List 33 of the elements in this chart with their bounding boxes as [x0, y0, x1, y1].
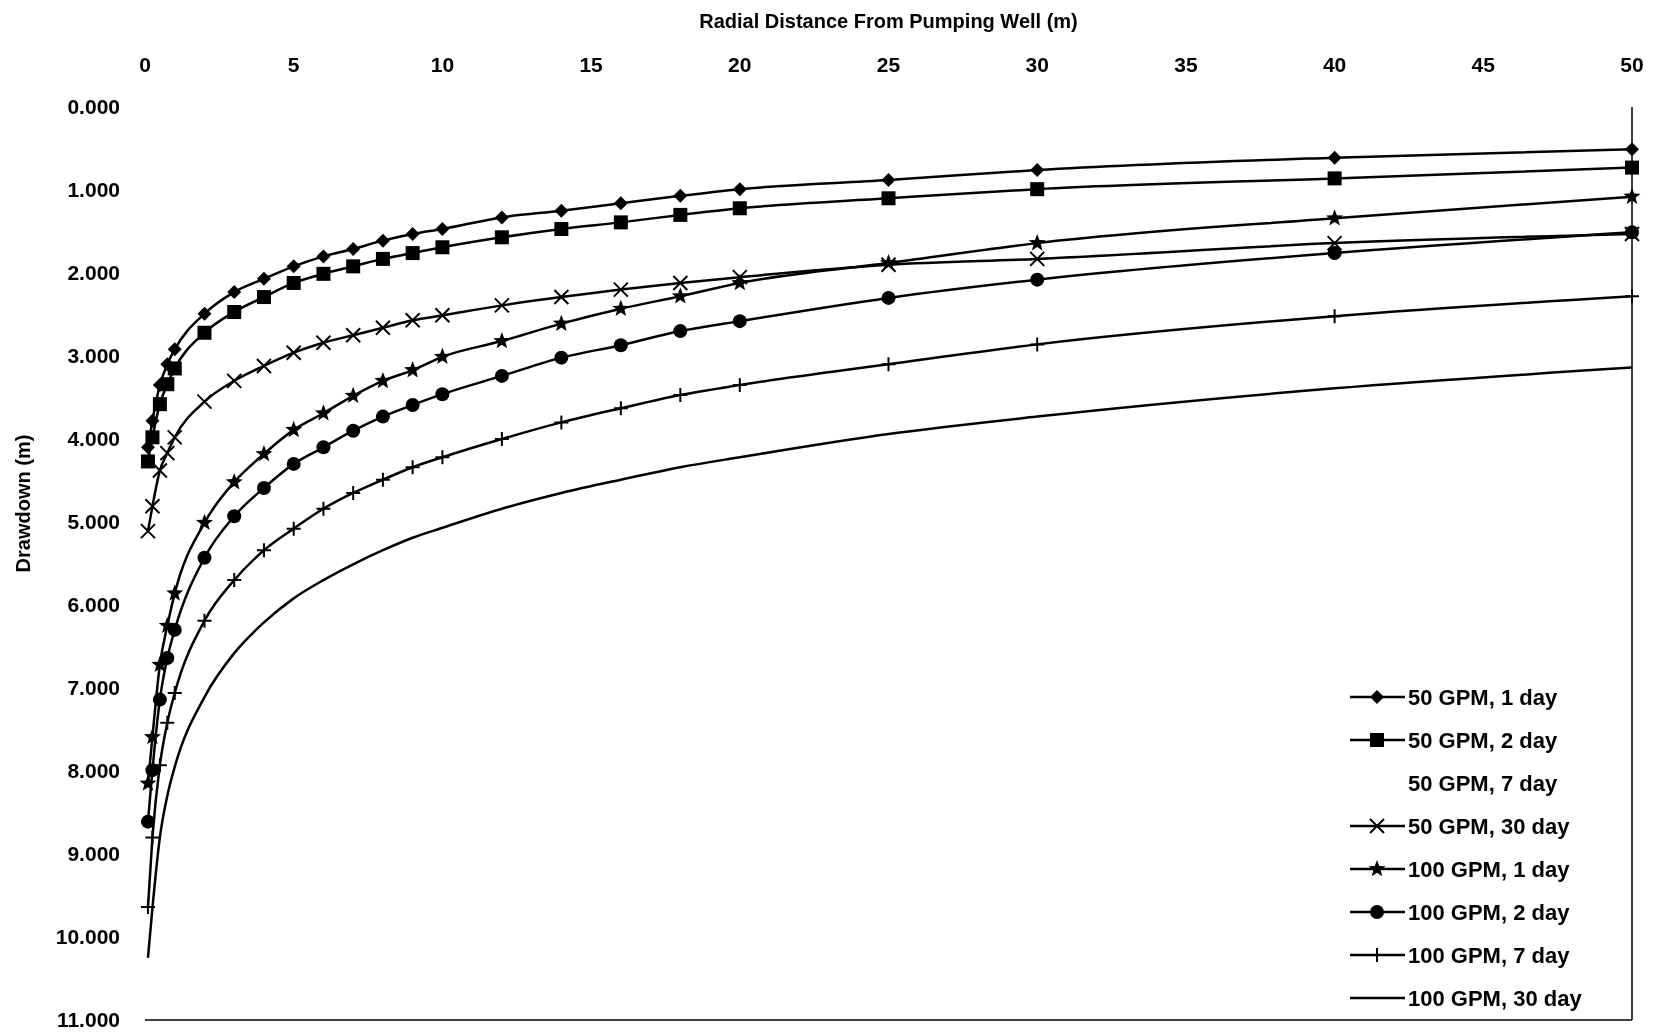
y-tick-label: 3.000 — [67, 344, 120, 368]
x-tick-label: 35 — [1174, 53, 1198, 76]
y-tick-label: 4.000 — [67, 427, 120, 451]
x-tick-label: 0 — [139, 53, 151, 76]
legend-label: 100 GPM, 7 day — [1408, 942, 1571, 968]
y-tick-label: 6.000 — [67, 593, 120, 617]
x-tick-label: 30 — [1025, 53, 1049, 76]
legend-label: 50 GPM, 1 day — [1408, 684, 1558, 710]
legend-label: 100 GPM, 1 day — [1408, 856, 1571, 882]
x-tick-label: 5 — [287, 53, 300, 76]
text: 50 GPM, 7 day — [1408, 770, 1558, 796]
x-tick-label: 40 — [1322, 53, 1347, 76]
x-tick-label: 15 — [579, 53, 604, 76]
y-tick-label: 5.000 — [67, 510, 120, 534]
legend-label: 50 GPM, 2 day — [1408, 727, 1558, 753]
y-tick-label: 0.000 — [67, 95, 120, 119]
y-tick-label: 11.000 — [56, 1008, 120, 1032]
x-tick-label: 10 — [430, 53, 455, 76]
y-tick-label: 9.000 — [67, 842, 120, 866]
legend-label: 100 GPM, 30 day — [1408, 985, 1583, 1011]
y-tick-label: 7.000 — [67, 676, 120, 700]
x-tick-label: 20 — [728, 53, 752, 76]
x-tick-label: 25 — [876, 53, 901, 76]
y-axis-title: Drawdown (m) — [12, 434, 34, 573]
legend-label: 50 GPM, 30 day — [1408, 813, 1571, 839]
y-tick-label: 1.000 — [67, 178, 120, 202]
y-tick-label: 10.000 — [55, 925, 120, 949]
legend-label: 100 GPM, 2 day — [1408, 899, 1571, 925]
x-tick-label: 50 — [1620, 53, 1644, 76]
y-tick-label: 8.000 — [67, 759, 120, 783]
x-tick-label: 45 — [1471, 53, 1496, 76]
y-tick-label: 2.000 — [67, 261, 120, 285]
x-axis-title: Radial Distance From Pumping Well (m) — [699, 10, 1078, 32]
